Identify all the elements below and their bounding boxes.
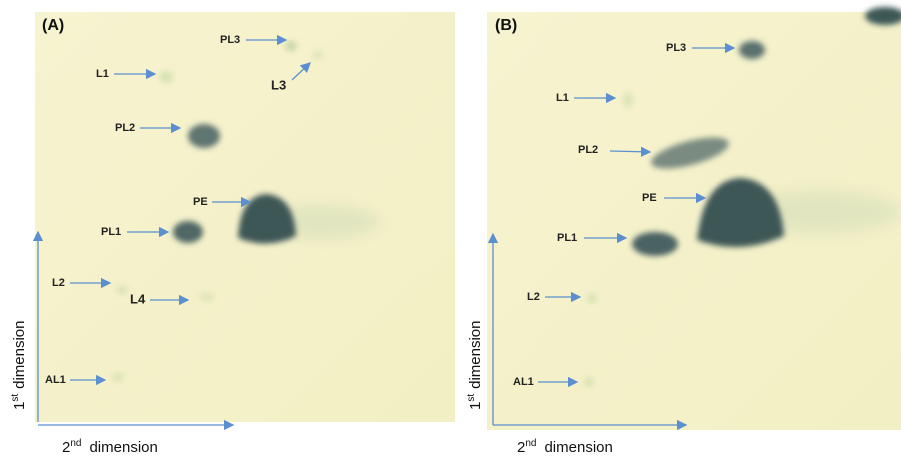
label-part: 1 <box>467 402 484 410</box>
label-part: 2 <box>62 439 70 456</box>
spot-label: AL1 <box>45 374 66 386</box>
figure: (A) PL3 L3 L1 PL2 PE PL1 L2 L4 AL1 1stdi… <box>0 0 901 458</box>
spot-label: PL1 <box>557 232 577 244</box>
label-part: st <box>466 394 477 402</box>
panel-label: (A) <box>42 17 64 34</box>
y-axis-label: 1st dimension <box>466 321 484 411</box>
spot-label: PL1 <box>101 226 121 238</box>
spot-label: PL2 <box>115 122 135 134</box>
spot-label: L2 <box>527 291 540 303</box>
spot-label: PL3 <box>220 34 240 46</box>
panel-b: (B) PL3 L1 PL2 PE PL1 L2 AL1 1st dimensio… <box>466 7 901 456</box>
label-part: dimension <box>467 321 484 389</box>
label-part: nd <box>70 438 81 449</box>
spot-label: L2 <box>52 277 65 289</box>
label-part: 2 <box>517 439 525 456</box>
label-part: nd <box>525 438 536 449</box>
label-part: dimension <box>544 439 612 456</box>
spot-label: PE <box>642 192 657 204</box>
label-part: dimension <box>89 439 157 456</box>
spot-label: PL2 <box>578 144 598 156</box>
panel-label: (B) <box>495 17 517 34</box>
spot-label: L1 <box>96 68 109 80</box>
panel-a: (A) PL3 L3 L1 PL2 PE PL1 L2 L4 AL1 1st di… <box>10 12 455 456</box>
spot-label: L3 <box>271 77 286 92</box>
label-part: st <box>10 394 21 402</box>
label-part: dimension <box>11 321 28 389</box>
spot-label: PL3 <box>666 42 686 54</box>
x-axis-label: 2nd dimension <box>62 438 158 456</box>
x-axis-label: 2nd dimension <box>517 438 613 456</box>
spot-label: L1 <box>556 92 569 104</box>
spot-label: PE <box>193 196 208 208</box>
spot-label: L4 <box>130 291 146 306</box>
label-part: 1 <box>11 402 28 410</box>
y-axis-label: 1st dimension <box>10 321 28 411</box>
spot-label: AL1 <box>513 376 534 388</box>
